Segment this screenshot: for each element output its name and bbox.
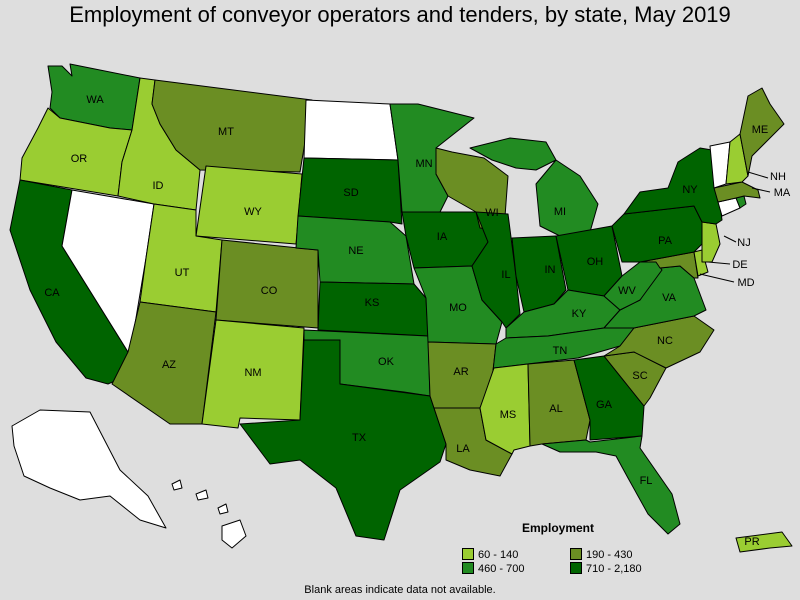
legend-swatch bbox=[462, 562, 474, 574]
state-label-mt: MT bbox=[218, 126, 234, 138]
state-label-nj: NJ bbox=[737, 237, 750, 249]
state-label-ky: KY bbox=[572, 308, 587, 320]
state-label-ga: GA bbox=[596, 399, 613, 411]
legend-title: Employment bbox=[522, 521, 595, 535]
state-label-il: IL bbox=[501, 269, 510, 281]
state-label-nc: NC bbox=[657, 335, 673, 347]
state-ks bbox=[317, 281, 429, 337]
state-label-tn: TN bbox=[553, 345, 568, 357]
state-label-or: OR bbox=[71, 153, 88, 165]
state-label-wv: WV bbox=[618, 285, 636, 297]
state-label-mn: MN bbox=[415, 158, 432, 170]
state-label-in: IN bbox=[545, 264, 556, 276]
state-label-nm: NM bbox=[244, 367, 261, 379]
legend: Employment 60 - 140 190 - 430 460 - 700 … bbox=[462, 520, 662, 580]
state-label-sd: SD bbox=[343, 187, 358, 199]
state-ma bbox=[713, 181, 761, 203]
state-label-pr: PR bbox=[744, 536, 759, 548]
state-label-mo: MO bbox=[449, 302, 467, 314]
state-tx bbox=[239, 339, 447, 541]
state-nj bbox=[701, 221, 721, 263]
state-label-az: AZ bbox=[162, 359, 176, 371]
state-me bbox=[739, 87, 785, 177]
state-label-pa: PA bbox=[658, 235, 673, 247]
state-label-nh: NH bbox=[770, 171, 786, 183]
state-label-ar: AR bbox=[453, 366, 468, 378]
state-label-ks: KS bbox=[365, 297, 380, 309]
state-pr bbox=[735, 531, 793, 553]
state-label-fl: FL bbox=[640, 475, 653, 487]
state-label-wy: WY bbox=[244, 206, 262, 218]
state-label-sc: SC bbox=[632, 370, 647, 382]
state-de bbox=[693, 249, 709, 277]
state-label-co: CO bbox=[261, 285, 278, 297]
legend-item-bin4: 710 - 2,180 bbox=[570, 562, 642, 575]
legend-swatch bbox=[570, 562, 582, 574]
state-label-ok: OK bbox=[378, 356, 395, 368]
state-label-ca: CA bbox=[44, 287, 60, 299]
state-co bbox=[215, 239, 319, 329]
state-labels: WA OR CA ID MT WY UT AZ CO NM SD NE KS OK TX MN IA MO AR LA… bbox=[44, 94, 791, 548]
state-wi bbox=[435, 147, 509, 231]
state-label-ny: NY bbox=[682, 184, 698, 196]
state-label-ms: MS bbox=[500, 409, 517, 421]
state-ak bbox=[11, 409, 167, 529]
state-nm bbox=[201, 319, 305, 429]
state-label-tx: TX bbox=[352, 432, 367, 444]
state-label-va: VA bbox=[662, 292, 677, 304]
state-fl bbox=[541, 435, 681, 535]
state-hi bbox=[171, 479, 247, 549]
state-label-oh: OH bbox=[587, 256, 604, 268]
state-label-la: LA bbox=[456, 443, 470, 455]
state-mi bbox=[469, 137, 599, 237]
state-label-wa: WA bbox=[86, 94, 104, 106]
legend-swatch bbox=[462, 548, 474, 560]
state-label-ia: IA bbox=[437, 231, 448, 243]
state-az bbox=[111, 301, 217, 425]
legend-item-bin1: 60 - 140 bbox=[462, 548, 518, 561]
state-label-ne: NE bbox=[348, 245, 363, 257]
map-title: Employment of conveyor operators and ten… bbox=[69, 2, 731, 27]
state-label-wi: WI bbox=[485, 207, 498, 219]
legend-item-bin3: 460 - 700 bbox=[462, 562, 524, 575]
state-label-id: ID bbox=[153, 180, 164, 192]
state-label-ut: UT bbox=[175, 267, 190, 279]
legend-item-bin2: 190 - 430 bbox=[570, 548, 632, 561]
state-label-mi: MI bbox=[554, 206, 566, 218]
state-nc bbox=[603, 315, 715, 369]
state-label-me: ME bbox=[752, 124, 769, 136]
state-nd bbox=[303, 99, 399, 161]
state-il bbox=[471, 211, 521, 329]
footnote: Blank areas indicate data not available. bbox=[304, 584, 496, 596]
state-label-md: MD bbox=[737, 277, 754, 289]
state-label-al: AL bbox=[549, 403, 562, 415]
state-label-ma: MA bbox=[774, 187, 791, 199]
state-label-de: DE bbox=[732, 259, 747, 271]
state-nh bbox=[725, 133, 749, 185]
legend-swatch bbox=[570, 548, 582, 560]
state-wy bbox=[195, 165, 303, 245]
state-sd bbox=[297, 157, 403, 225]
